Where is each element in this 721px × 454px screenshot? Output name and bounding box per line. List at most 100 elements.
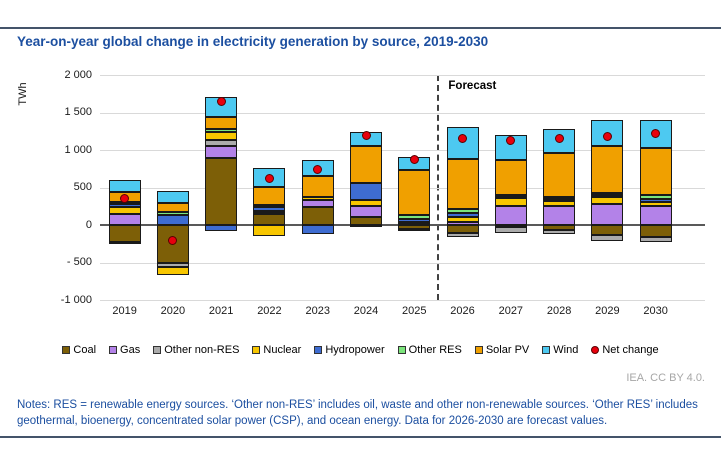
net-change-dot-2024 [361,130,371,140]
bar-segment-gas-2029 [591,203,624,225]
bar-segment-gas-2027 [494,205,527,225]
bar-segment-hydropower-2021 [205,225,238,232]
legend-label: Solar PV [485,344,530,356]
net-change-dot-2022 [264,174,274,183]
x-axis-tick-label: 2026 [450,305,475,317]
bar-segment-hydropower-2030 [639,198,672,203]
forecast-label: Forecast [448,80,497,92]
bar-segment-solar-pv-2023 [301,176,334,197]
x-axis-tick-label: 2020 [160,305,186,317]
legend-label: Hydropower [325,344,385,356]
gridline [100,112,705,114]
legend-item-gas: Gas [109,344,140,356]
y-axis-tick-label: 2 000 [64,68,92,81]
bar-segment-nuclear-2021 [205,132,238,141]
x-axis-tick-label: 2021 [208,305,234,317]
bar-segment-other-res-2030 [639,195,672,199]
bar-segment-solar-pv-2026 [446,158,479,209]
bar-segment-solar-pv-2020 [156,202,189,212]
bar-segment-wind-2019 [108,179,141,192]
net-change-dot-2021 [216,97,226,107]
bar-segment-other-res-2028 [543,196,576,199]
bar-segment-gas-2030 [639,206,672,225]
legend-swatch-icon [109,346,118,354]
bar-segment-hydropower-2024 [350,183,382,200]
bar-segment-wind-2026 [446,127,479,159]
bar-segment-other-non-res-2020 [156,262,189,267]
x-axis-tick-label: 2028 [546,305,572,317]
x-axis-tick-label: 2023 [305,305,330,317]
bar-segment-hydropower-2028 [543,198,576,202]
bar-segment-other-non-res-2021 [205,140,238,146]
stacked-bar-chart: Forecast 2 000 1 500 1 000 500 0 - 500 -1 000 2… [61,68,705,317]
bar-segment-hydropower-2029 [591,195,624,197]
bar-segment-wind-2020 [156,190,189,203]
bar-segment-nuclear-2026 [446,217,479,222]
net-change-dot-2028 [554,133,564,143]
legend-label: Gas [120,344,141,356]
legend-swatch-icon [591,346,600,354]
bar-segment-coal-2023 [301,206,334,225]
bar-segment-other-non-res-2024 [350,225,382,228]
bottom-divider [0,436,721,438]
bar-segment-solar-pv-2029 [591,146,624,194]
gridline [100,262,705,264]
legend-label: Wind [553,344,579,356]
bar-segment-other-res-2022 [253,205,286,208]
net-change-dot-2030 [651,129,661,139]
bar-segment-solar-pv-2027 [494,159,527,195]
net-change-dot-2020 [168,235,178,245]
legend-swatch-icon [153,346,162,354]
bar-segment-other-non-res-2022 [253,211,286,214]
bar-segment-nuclear-2023 [301,196,334,200]
net-change-dot-2025 [409,154,419,164]
net-change-dot-2019 [120,193,130,203]
notes-text: Notes: RES = renewable energy sources. ‘… [17,399,698,427]
legend-swatch-icon [62,346,71,354]
bar-segment-solar-pv-2025 [398,170,431,216]
bar-segment-other-non-res-2030 [639,236,672,242]
bar-segment-gas-2023 [301,199,334,207]
legend-swatch-icon [474,346,483,354]
net-change-dot-2023 [313,164,323,174]
bar-segment-nuclear-2029 [591,196,624,204]
bar-segment-nuclear-2024 [350,199,382,207]
bar-segment-other-non-res-2026 [446,232,479,237]
x-axis-tick-label: 2030 [643,305,668,317]
bar-segment-nuclear-2025 [398,221,431,224]
legend-item-hydropower: Hydropower [314,344,385,356]
bar-segment-coal-2028 [543,225,576,231]
bar-segment-other-res-2021 [205,128,238,133]
bar-segment-hydropower-2023 [301,225,334,234]
legend-item-coal: Coal [62,344,96,356]
legend-label: Coal [73,344,97,356]
legend-label: Other non-RES [164,344,240,356]
x-axis-tick-label: 2029 [595,305,620,317]
bar-segment-other-res-2029 [591,193,624,196]
bar-segment-solar-pv-2022 [253,186,286,206]
bar-segment-coal-2022 [253,214,286,225]
bar-segment-gas-2025 [398,223,431,226]
legend-item-nuclear: Nuclear [252,344,301,356]
bar-segment-nuclear-2030 [639,202,672,207]
bar-segment-coal-2026 [446,225,479,233]
gridline [100,75,705,76]
bar-segment-other-res-2027 [494,194,527,197]
bar-segment-nuclear-2020 [156,266,189,275]
bar-segment-hydropower-2020 [156,214,189,225]
bar-segment-coal-2019 [108,225,141,242]
gridline [100,150,705,151]
bar-segment-other-non-res-2027 [494,227,527,233]
legend-item-other-res: Other RES [397,344,462,356]
legend-swatch-icon [252,346,261,354]
bar-segment-other-res-2025 [398,215,431,220]
bar-segment-gas-2019 [108,214,141,225]
bar-segment-hydropower-2025 [398,219,431,222]
y-axis-tick-label: 0 [85,218,92,231]
bar-segment-gas-2021 [205,145,238,158]
bar-segment-hydropower-2022 [253,206,286,212]
net-change-dot-2029 [602,131,612,141]
y-axis-tick-label: 1 000 [64,143,92,156]
bar-segment-nuclear-2028 [543,201,576,207]
